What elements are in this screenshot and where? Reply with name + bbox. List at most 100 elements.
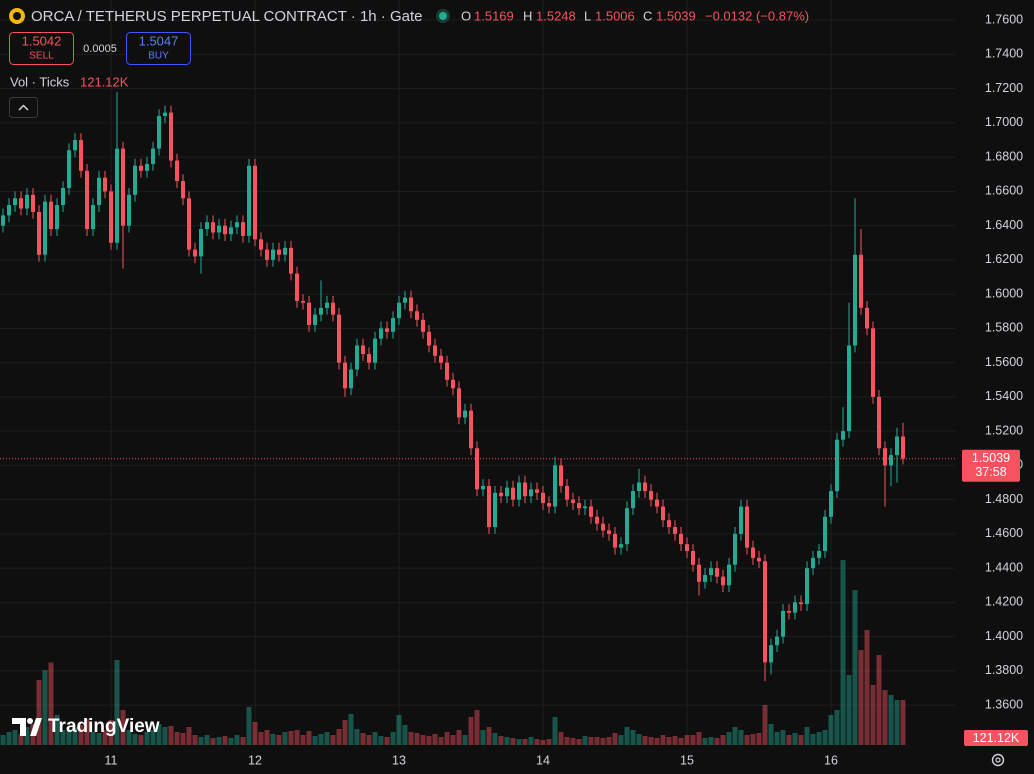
- candle-body: [271, 249, 275, 260]
- candle-body: [223, 225, 227, 235]
- ohlc-value: 1.5248: [536, 8, 576, 23]
- sell-button[interactable]: [9, 32, 74, 65]
- collapse-button[interactable]: [9, 97, 38, 118]
- volume-bar: [108, 720, 114, 745]
- volume-bar: [642, 736, 648, 745]
- candle-body: [505, 487, 509, 497]
- candle-body: [235, 222, 239, 228]
- volume-bar: [372, 732, 378, 745]
- change: −0.0132 (−0.87%): [705, 8, 809, 23]
- candle-body: [589, 506, 593, 517]
- candle-body: [727, 564, 731, 586]
- buy-button[interactable]: [126, 32, 191, 65]
- volume-bar: [6, 732, 12, 745]
- candle-body: [97, 177, 101, 206]
- y-tick-label: 1.5200: [985, 423, 1023, 437]
- candle-body: [85, 170, 89, 230]
- candle-body: [601, 523, 605, 531]
- candle-body: [469, 410, 473, 449]
- volume-bar: [858, 650, 864, 745]
- volume-badge: [964, 730, 1028, 746]
- candle-body: [655, 499, 659, 507]
- candle-body: [307, 302, 311, 325]
- volume-bar: [696, 732, 702, 745]
- settings-icon[interactable]: [991, 753, 1005, 767]
- buy-price[interactable]: 1.5047: [139, 33, 179, 48]
- candle-body: [325, 302, 329, 308]
- candle-body: [571, 499, 575, 504]
- candle-body: [55, 205, 59, 230]
- sell-price[interactable]: 1.5042: [22, 33, 62, 48]
- candle-body: [547, 503, 551, 507]
- volume-bar: [474, 710, 480, 745]
- volume-bar: [726, 732, 732, 745]
- volume-bar: [402, 725, 408, 745]
- candle-body: [265, 249, 269, 260]
- candle-body: [331, 302, 335, 315]
- candle-body: [61, 187, 65, 206]
- y-tick-label: 1.7400: [985, 47, 1023, 61]
- volume-bar: [768, 724, 774, 745]
- volume-bar: [774, 732, 780, 745]
- candle-body: [373, 338, 377, 363]
- volume-bar: [0, 735, 6, 745]
- x-tick-label: 11: [105, 753, 118, 767]
- volume-bar: [810, 734, 816, 745]
- ohlc-label: L: [584, 8, 591, 23]
- y-tick-label: 1.4800: [985, 492, 1023, 506]
- volume-bar: [132, 734, 138, 745]
- candle-body: [817, 551, 821, 558]
- candle-body: [733, 533, 737, 565]
- volume-bar: [516, 739, 522, 745]
- candle-body: [499, 492, 503, 497]
- volume-bar: [840, 560, 846, 745]
- buy-label[interactable]: BUY: [148, 51, 169, 62]
- volume-bar: [270, 734, 276, 745]
- y-tick-label: 1.4400: [985, 560, 1023, 574]
- volume-bar: [348, 714, 354, 745]
- x-tick-label: 16: [824, 753, 838, 767]
- volume-bar: [570, 738, 576, 745]
- candle-body: [487, 485, 491, 528]
- candle-body: [823, 516, 827, 552]
- settings-icon-center[interactable]: [995, 757, 1001, 763]
- candle-body: [361, 345, 365, 355]
- volume-bar: [432, 734, 438, 745]
- volume-bar: [468, 717, 474, 745]
- volume-bar: [678, 738, 684, 745]
- volume-bar: [582, 736, 588, 745]
- candle-body: [157, 116, 161, 149]
- y-tick-label: 1.6600: [985, 184, 1023, 198]
- y-tick-label: 1.6800: [985, 149, 1023, 163]
- volume-bar: [786, 735, 792, 745]
- collapse-icon[interactable]: [18, 104, 29, 111]
- volume-bar: [396, 715, 402, 745]
- y-tick-label: 1.7600: [985, 12, 1023, 26]
- y-tick-label: 1.5400: [985, 389, 1023, 403]
- candle-body: [649, 491, 653, 500]
- volume-bar: [846, 675, 852, 745]
- volume-bar: [444, 732, 450, 745]
- volume-bar: [300, 735, 306, 745]
- candle-body: [763, 561, 767, 663]
- volume-bar: [744, 735, 750, 745]
- volume-bar: [606, 737, 612, 745]
- volume-bar: [552, 717, 558, 745]
- volume-bar: [672, 736, 678, 745]
- volume-bar: [234, 735, 240, 745]
- volume-bar: [630, 730, 636, 745]
- volume-bar: [438, 737, 444, 745]
- volume-bar: [186, 727, 192, 745]
- volume-bar: [462, 735, 468, 745]
- sell-label[interactable]: SELL: [29, 51, 54, 62]
- indicator-value: 121.12K: [80, 74, 129, 89]
- candle-body: [259, 239, 263, 250]
- candle-body: [313, 314, 317, 325]
- volume-bar: [780, 730, 786, 745]
- candle-body: [427, 331, 431, 346]
- candle-body: [205, 222, 209, 230]
- volume-bar: [558, 732, 564, 745]
- volume-bar: [870, 685, 876, 745]
- candle-body: [865, 307, 869, 329]
